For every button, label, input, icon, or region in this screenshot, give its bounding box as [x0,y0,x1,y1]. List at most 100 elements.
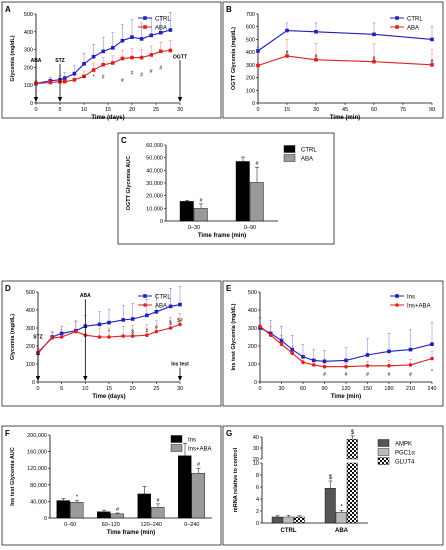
significance-mark-A-5: # [159,65,162,71]
x-tick-label-D-5: 25 [153,386,159,392]
x-axis-label-D: Time (days) [92,394,125,400]
data-point-D-1-12 [178,322,182,327]
data-point-A-0-5 [82,62,86,66]
x-tick-label-E-2: 60 [300,386,306,392]
y-tick-label-F-5: 200,000 [27,433,47,439]
annotation-arrowhead-D-2 [177,376,183,381]
bar-G-1-1 [335,512,347,524]
annotation-A-2: OGTT [173,54,187,60]
x-axis-label-C: Time frame (min) [198,233,246,239]
legend-D-label-0: CTRL [155,295,171,301]
legend-E-marker-1 [395,303,399,307]
panel-C: C 0 10,000 20,000 30,000 40,000 50,000 60,000 #0… [117,132,335,245]
y-tick-label-F-2: 80,000 [30,483,47,489]
y-axis-label-E: Ins test Glycemia (mg/dL) [231,303,237,370]
bar-F-2-0 [137,493,151,519]
data-point-E-0-10 [408,347,413,352]
data-point-B-0-4 [430,37,434,42]
y-tick-label-D-2: 200 [26,344,35,350]
legend-E-marker-0 [395,294,399,298]
y-axis-label-A: Glycemia (mg/dL) [10,35,16,81]
y-tick-label-lower-G-4: 8 [256,473,259,479]
legend-D-label-1: ABA [155,304,167,310]
annotation-arrowhead-A-0 [33,97,39,102]
legend-E-label-1: Ins+ABA [407,304,431,310]
data-point-A-0-4 [72,71,77,76]
bar-F-2-1 [151,507,165,519]
legend-F-swatch-1 [170,444,183,452]
bar-upper-G-1-2 [346,439,358,460]
bar-F-3-1 [191,472,205,519]
significance-mark-E-1: # [345,372,348,378]
bar-G-0-0 [271,516,283,524]
annotation-arrowhead-D-1 [83,376,88,381]
x-axis-label-A: Time (days) [91,115,124,121]
data-point-A-1-14 [168,48,173,53]
data-point-E-0-8 [365,353,370,357]
x-tick-label-E-1: 30 [278,386,284,392]
significance-mark-F-2: # [156,498,160,504]
legend-C-swatch-0 [283,145,296,153]
legend-E-label-0: Ins [407,295,415,301]
data-point-B-1-1 [285,54,289,58]
x-tick-label-F-3: 0–240 [184,522,199,528]
x-tick-label-A-3: 15 [105,107,111,113]
significance-mark-A-4: # [150,69,153,75]
data-point-A-1-11 [139,55,144,60]
data-point-D-0-12 [178,302,182,307]
data-point-E-1-4 [301,360,305,365]
y-tick-label-E-0: 0 [254,380,257,386]
data-point-D-1-2 [59,335,64,339]
data-point-A-0-11 [139,37,144,41]
y-tick-label-B-5: 500 [246,37,255,43]
panel-E-label: E [226,284,232,293]
panel-C-label: C [121,136,127,145]
panel-B-label: B [226,5,232,14]
x-tick-label-G-1: ABA [335,528,349,534]
significance-mark-B-2: # [373,56,376,62]
significance-mark-E-2: # [366,372,369,378]
x-tick-label-A-0: 0 [34,107,37,113]
data-point-D-0-8 [130,317,135,321]
data-point-B-0-2 [314,30,318,34]
y-tick-label-B-3: 300 [246,63,255,69]
data-point-A-1-6 [91,68,96,72]
panel-D-label: D [5,284,11,293]
data-point-D-1-7 [121,334,125,338]
data-point-B-0-3 [372,32,376,37]
bar-C-1-0 [235,161,250,222]
data-point-B-1-0 [256,63,260,68]
data-point-D-1-11 [168,326,173,330]
data-point-E-1-7 [344,364,348,369]
panel-A-border [1,1,222,119]
significance-mark-D-5: $# [177,318,183,324]
data-point-E-0-7 [344,358,348,363]
data-point-D-1-6 [107,335,111,339]
legend-D-marker-1 [143,303,147,307]
legend-G-swatch-0 [377,439,390,447]
data-point-E-0-6 [322,359,327,364]
data-point-E-1-0 [258,324,262,329]
panel-G-border [222,425,444,546]
significance-mark-A-1: # [121,78,124,84]
x-tick-label-D-2: 10 [82,386,88,392]
significance-mark-A-6: * [83,76,85,82]
data-point-A-0-6 [91,54,96,59]
legend-F-label-0: Ins [188,438,196,444]
significance-mark-E-5: * [431,369,433,375]
y-tick-label-B-6: 600 [246,25,255,31]
data-point-A-1-13 [159,49,163,54]
x-tick-label-B-4: 60 [371,107,377,113]
annotation-D-1: ABA [80,293,91,299]
x-axis-label-F: Time frame (min) [107,530,155,536]
x-tick-label-A-4: 20 [129,107,135,113]
data-point-A-0-9 [120,38,125,43]
legend-B-label-0: CTRL [407,17,423,23]
significance-mark-D-2: # [145,329,148,335]
data-point-A-0-8 [111,46,115,50]
x-tick-label-A-6: 30 [177,107,183,113]
significance-mark-G-1: * [340,504,343,510]
x-tick-label-B-2: 30 [313,107,319,113]
significance-mark-E-3: # [388,372,391,378]
